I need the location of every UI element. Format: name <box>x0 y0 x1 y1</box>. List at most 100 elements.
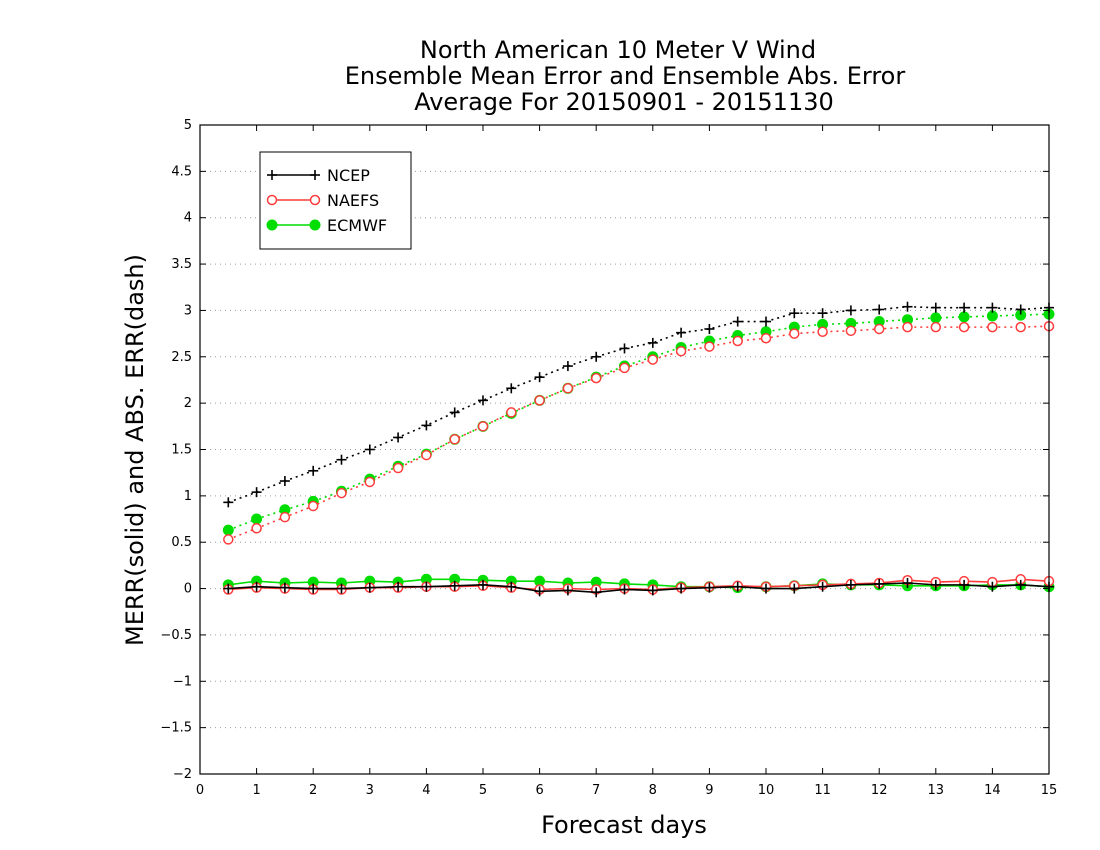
naefs-abs-error-point <box>845 325 857 337</box>
legend-label-ncep: NCEP <box>327 166 370 185</box>
ncep-mean-error-point <box>817 581 828 592</box>
ncep-mean-error-point <box>732 581 743 592</box>
x-tick-label: 3 <box>366 783 374 798</box>
naefs-abs-error-point <box>704 341 715 352</box>
ncep-mean-error-point <box>279 582 290 593</box>
x-tick-label: 9 <box>705 783 713 798</box>
y-tick-label: −1 <box>173 674 192 689</box>
y-tick-label: 1 <box>184 489 192 504</box>
ncep-mean-error-point <box>506 581 517 592</box>
y-tick-label: 1.5 <box>171 443 192 458</box>
ncep-mean-error-point <box>251 581 262 592</box>
title-line-1: North American 10 Meter V Wind <box>420 36 816 64</box>
ncep-abs-error-point <box>251 487 262 498</box>
ncep-mean-error-point <box>987 581 998 592</box>
naefs-abs-error-point <box>873 323 885 335</box>
naefs-abs-error-point <box>251 523 262 534</box>
ncep-mean-error-point <box>421 581 432 592</box>
y-tick-label: 2 <box>184 396 192 411</box>
naefs-abs-error-point <box>279 511 291 523</box>
ncep-abs-error-point <box>874 304 885 315</box>
ncep-abs-error-point <box>279 476 290 487</box>
ncep-abs-error-point <box>478 395 488 406</box>
ncep-mean-error-point <box>930 579 941 590</box>
ncep-abs-error-point <box>789 308 800 319</box>
ncep-mean-error-point <box>308 583 319 594</box>
legend: NCEP NAEFS ECMWF <box>259 151 412 250</box>
naefs-abs-error-point <box>534 395 545 406</box>
naefs-abs-error-point <box>760 332 772 344</box>
ncep-mean-error-point <box>562 585 573 596</box>
y-tick-label: 3.5 <box>171 257 192 272</box>
ncep-mean-error-point <box>647 585 658 596</box>
ncep-abs-error-point <box>647 337 658 348</box>
ncep-abs-error-point <box>421 420 432 431</box>
ncep-mean-error-point <box>874 578 885 589</box>
ncep-mean-error-point <box>959 579 970 590</box>
ncep-mean-error-point <box>902 578 913 589</box>
ncep-mean-error-point <box>1015 579 1026 590</box>
ncep-abs-error-point <box>534 372 545 383</box>
ncep-mean-error-point <box>449 580 460 591</box>
legend-marker-naefs <box>309 194 321 206</box>
naefs-abs-error-point <box>789 328 800 339</box>
naefs-abs-error-point <box>336 487 347 499</box>
ncep-mean-error-point <box>223 583 234 594</box>
naefs-abs-error-point <box>732 335 743 347</box>
ncep-abs-error-line <box>228 305 1050 504</box>
ncep-abs-error-point <box>393 432 404 443</box>
naefs-abs-error-point <box>449 434 460 445</box>
naefs-abs-error-line <box>228 325 1050 541</box>
ncep-mean-error-point <box>534 586 545 597</box>
ncep-abs-error-point <box>336 454 347 465</box>
naefs-abs-error-point <box>590 372 602 384</box>
x-tick-label: 12 <box>871 783 888 798</box>
legend-marker-ncep <box>310 170 320 180</box>
ncep-mean-error-point <box>761 583 771 594</box>
ncep-abs-error-point <box>591 351 602 362</box>
x-tick-label: 5 <box>479 783 487 798</box>
y-tick-label: −2 <box>173 767 192 782</box>
naefs-abs-error-point <box>1015 321 1026 333</box>
ncep-abs-error-point <box>761 316 771 327</box>
x-tick-label: 8 <box>649 783 657 798</box>
axes: −2−1.5−1−0.500.511.522.533.544.550 1 2 3 4 5 6… <box>160 118 1057 798</box>
ncep-mean-error-point <box>336 583 347 594</box>
legend-label-naefs: NAEFS <box>327 191 379 210</box>
ncep-abs-error-point <box>959 302 970 313</box>
x-tick-label: 11 <box>814 783 831 798</box>
x-tick-label: 7 <box>592 783 600 798</box>
y-tick-label: 0.5 <box>171 535 192 550</box>
naefs-abs-error-point <box>364 476 376 488</box>
ncep-abs-error-point <box>562 361 573 372</box>
y-tick-label: 0 <box>184 582 192 597</box>
y-tick-label: 3 <box>184 303 192 318</box>
y-axis-label: MERR(solid) and ABS. ERR(dash) <box>121 254 149 646</box>
ncep-abs-error-point <box>987 302 998 313</box>
x-axis-label: Forecast days <box>541 811 707 839</box>
ecmwf-abs-error-point <box>958 311 970 323</box>
legend-label-ecmwf: ECMWF <box>327 216 387 235</box>
naefs-abs-error-point <box>647 354 659 365</box>
naefs-abs-error-point <box>506 407 517 418</box>
ncep-mean-error-point <box>478 579 488 590</box>
x-tick-label: 10 <box>758 783 775 798</box>
ecmwf-abs-error-line <box>228 313 1050 531</box>
ncep-abs-error-point <box>817 308 828 319</box>
ncep-mean-error-point <box>393 581 404 592</box>
ncep-mean-error-point <box>789 583 800 594</box>
ncep-mean-error-point <box>591 587 602 598</box>
series-layer <box>222 301 1055 598</box>
naefs-abs-error-point <box>562 383 574 394</box>
x-tick-label: 4 <box>422 783 430 798</box>
y-tick-label: 4.5 <box>171 164 192 179</box>
x-tick-label: 1 <box>252 783 260 798</box>
ncep-abs-error-point <box>902 301 913 312</box>
naefs-abs-error-point <box>477 421 489 432</box>
naefs-abs-error-point <box>817 326 828 338</box>
ncep-mean-error-point <box>364 582 375 593</box>
ncep-abs-error-point <box>845 305 856 316</box>
ncep-abs-error-point <box>364 444 375 455</box>
x-tick-label: 15 <box>1041 783 1058 798</box>
